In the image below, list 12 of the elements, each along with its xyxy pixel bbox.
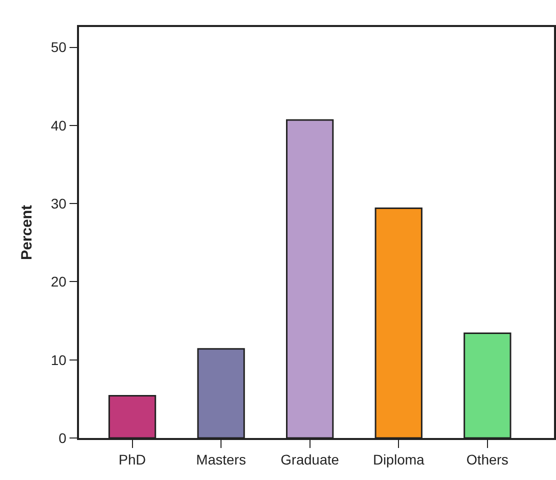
x-tick-label: Graduate [280, 452, 340, 468]
y-axis-title: Percent [18, 204, 36, 260]
x-tick-label: Masters [196, 452, 246, 468]
y-tick-label: 10 [50, 352, 67, 368]
y-tick-label: 50 [50, 39, 67, 56]
x-tick-label: Others [466, 452, 508, 468]
y-tick-label: 30 [50, 195, 67, 212]
x-tick-label: Diploma [372, 452, 425, 468]
y-tick-label: 20 [50, 274, 67, 290]
y-tick-label: 0 [58, 430, 67, 446]
y-tick-label: 40 [50, 117, 67, 134]
x-tick-label: PhD [118, 452, 146, 468]
